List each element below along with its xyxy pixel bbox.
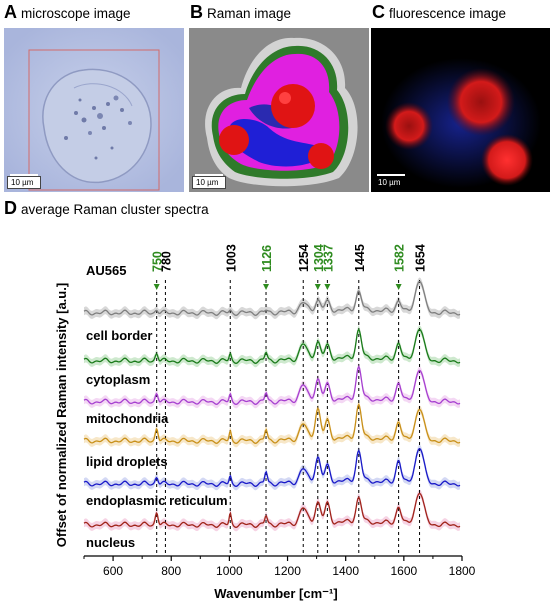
peak-arrow-1337 [324, 284, 331, 290]
raman-image-graphic [189, 28, 369, 192]
cluster-label-3: mitochondria [86, 411, 169, 426]
x-tick-label-1000: 1000 [216, 564, 243, 578]
raman-image: 10 µm [189, 28, 369, 192]
fluorescence-scalebar: 10 µm [374, 174, 408, 189]
series-line-5 [83, 492, 461, 528]
peak-label-1254: 1254 [297, 244, 311, 272]
peak-label-1304: 1304 [312, 244, 326, 272]
series-line-1 [83, 328, 461, 364]
series-band-1 [84, 325, 460, 368]
peak-arrow-1126 [263, 284, 270, 290]
cluster-label-6: nucleus [86, 535, 135, 550]
raman-scalebar: 10 µm [192, 174, 226, 189]
cluster-label-2: cytoplasm [86, 372, 150, 387]
peak-label-1582: 1582 [393, 244, 407, 272]
x-tick-label-1400: 1400 [332, 564, 359, 578]
series-line-2 [83, 365, 461, 405]
microscope-image-graphic [4, 28, 184, 192]
series-band-2 [84, 362, 460, 409]
panel-d-letter: D [4, 198, 17, 218]
cluster-label-1: cell border [86, 328, 152, 343]
panel-b-text: Raman image [207, 6, 292, 21]
series-band-3 [84, 400, 460, 448]
x-tick-label-600: 600 [103, 564, 123, 578]
x-axis: 600 800 1000 1200 1400 1600 1800 [83, 555, 476, 578]
peak-arrow-750 [153, 284, 160, 290]
panel-b-letter: B [190, 2, 203, 22]
x-tick-label-1800: 1800 [449, 564, 476, 578]
x-tick-label-800: 800 [161, 564, 181, 578]
cluster-label-5: endoplasmic reticulum [86, 493, 228, 508]
panel-c-letter: C [372, 2, 385, 22]
peak-label-750: 750 [151, 251, 165, 272]
spectra-series [83, 280, 461, 528]
cluster-label-4: lipid droplets [86, 454, 168, 469]
cluster-labels: AU565 cell border cytoplasm mitochondria lip… [86, 263, 228, 550]
x-tick-label-1600: 1600 [390, 564, 417, 578]
series-band-5 [84, 489, 460, 532]
microscope-image: 10 µm [4, 28, 184, 192]
panel-c-text: fluorescence image [389, 6, 507, 21]
y-axis-title: Offset of normalized Raman intensity [a.… [54, 283, 69, 547]
panel-c-title: C fluorescence image [372, 2, 506, 28]
x-axis-title: Wavenumber [cm⁻¹] [214, 586, 337, 601]
peak-arrow-1582 [395, 284, 402, 290]
panel-d-text: average Raman cluster spectra [21, 202, 209, 217]
series-band-0 [84, 277, 460, 320]
series-line-0 [83, 280, 461, 316]
cluster-label-0: AU565 [86, 263, 126, 278]
series-bands [84, 277, 460, 532]
series-line-4 [83, 447, 461, 487]
raman-spectra-chart: AU565 cell border cytoplasm mitochondria lip… [54, 244, 476, 601]
peak-label-1337: 1337 [321, 244, 335, 272]
peak-label-1445: 1445 [353, 244, 367, 272]
peak-label-1126: 1126 [260, 245, 274, 272]
peak-label-1003: 1003 [224, 244, 238, 272]
fluorescence-image: 10 µm [371, 28, 550, 192]
series-band-4 [84, 444, 460, 491]
panel-a-text: microscope image [21, 6, 131, 21]
peak-arrow-1304 [314, 284, 321, 290]
panel-a-letter: A [4, 2, 17, 22]
peak-label-780: 780 [159, 251, 173, 272]
panel-a-title: A microscope image [4, 2, 131, 28]
panel-b-title: B Raman image [190, 2, 291, 28]
panel-d-title: D average Raman cluster spectra [4, 198, 209, 224]
peak-reference-lines [156, 280, 421, 556]
fluorescence-image-graphic [371, 28, 550, 192]
series-line-3 [83, 403, 461, 444]
x-tick-label-1200: 1200 [274, 564, 301, 578]
microscope-scalebar: 10 µm [7, 174, 41, 189]
peak-label-1654: 1654 [414, 244, 428, 272]
